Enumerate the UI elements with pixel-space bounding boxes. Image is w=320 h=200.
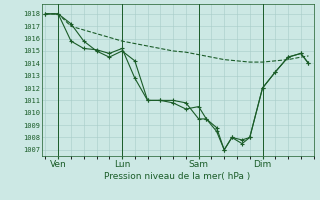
- X-axis label: Pression niveau de la mer( hPa ): Pression niveau de la mer( hPa ): [104, 172, 251, 181]
